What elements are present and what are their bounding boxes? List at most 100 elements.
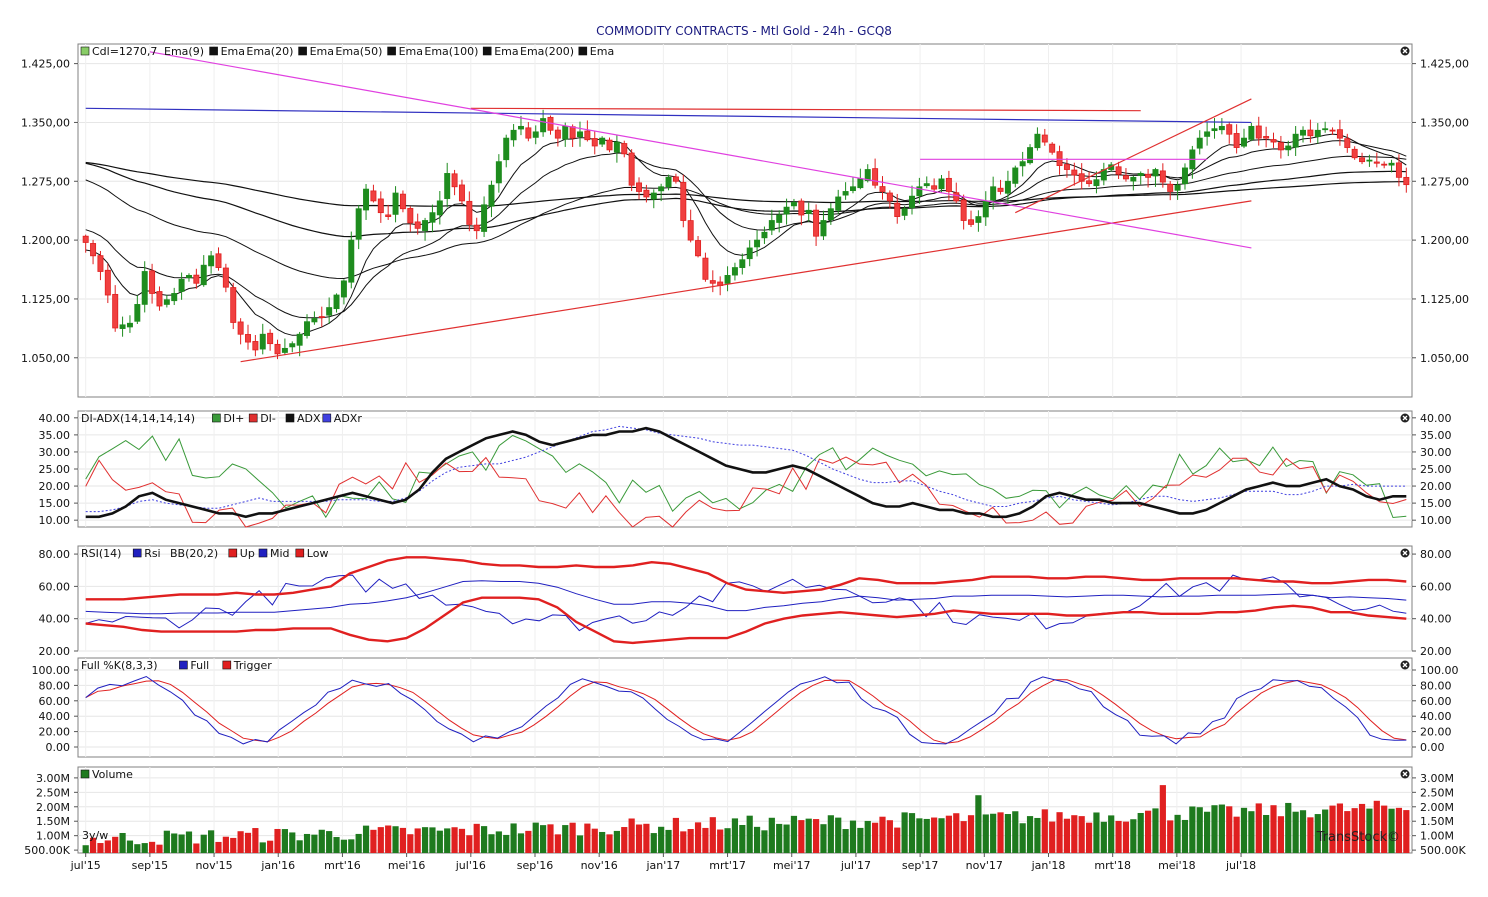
price-tick-label-left: 1.350,00 (21, 116, 70, 129)
candle-body (968, 219, 975, 225)
candle-body (1204, 131, 1211, 137)
adx-tick-label-left: 10.00 (39, 514, 71, 527)
volume-bar (746, 815, 753, 853)
candle-body (1071, 169, 1078, 176)
volume-bar (901, 812, 908, 853)
close-icon-cross (1402, 415, 1408, 421)
rsi-tick-label-right: 80.00 (1420, 548, 1452, 561)
stoch-panel: 100.00 100.00 80.00 80.00 60.00 60.00 40.00 40.… (32, 657, 1459, 758)
candle-body (495, 161, 502, 184)
stoch-legend-swatch (222, 660, 232, 670)
candle-body (451, 173, 458, 188)
candle-body (1130, 176, 1137, 182)
candle-body (1263, 136, 1270, 139)
candle-body (1041, 134, 1048, 143)
volume-bar (613, 830, 620, 853)
adx-legend-item: ADX (297, 412, 321, 425)
candle-body (267, 332, 274, 345)
candle-body (540, 118, 547, 133)
candle-body (577, 131, 583, 138)
candle-body (1004, 180, 1011, 194)
rsi-legend-swatch (258, 548, 268, 558)
candle-body (1366, 159, 1373, 162)
volume-bar (569, 822, 576, 853)
volume-bar (318, 829, 325, 853)
volume-bar (244, 832, 252, 853)
rsi-tick-label-right: 20.00 (1420, 645, 1452, 658)
price-tick-label-right: 1.125,00 (1420, 293, 1469, 306)
volume-bar (1351, 808, 1358, 853)
volume-bar (385, 825, 392, 853)
candle-body (134, 304, 141, 322)
stoch-legend-item: Full (190, 659, 209, 672)
candle-body (1292, 133, 1299, 148)
volume-tick-label-left: 1.50M (36, 815, 70, 828)
volume-tick-label-right: 2.00M (1420, 801, 1454, 814)
price-tick-label-left: 1.200,00 (21, 234, 70, 247)
price-legend-item: Ema (399, 45, 423, 58)
candle-body (436, 200, 443, 216)
candle-body (1122, 175, 1129, 180)
candle-body (1063, 164, 1070, 170)
candle-body (517, 125, 524, 130)
stoch-tick-label-left: 20.00 (39, 726, 71, 739)
candle-body (1314, 129, 1321, 138)
adx-tick-label-right: 10.00 (1420, 514, 1452, 527)
rsi-legend-swatch (132, 548, 142, 558)
rsi-tick-label-left: 20.00 (39, 645, 71, 658)
price-legend-swatch (209, 46, 218, 56)
candle-body (776, 214, 783, 223)
volume-bar (547, 824, 554, 853)
volume-bar (1240, 807, 1248, 853)
volume-bar (451, 827, 458, 853)
volume-bar (1049, 821, 1056, 853)
adx-tick-label-left: 40.00 (39, 412, 71, 425)
volume-bar (473, 823, 480, 853)
volume-bar (1204, 811, 1211, 853)
candle-body (813, 209, 820, 237)
candle-body (1395, 162, 1402, 178)
volume-bar (1211, 805, 1218, 853)
candle-body (208, 255, 215, 267)
candle-body (1329, 129, 1336, 132)
volume-bar (1329, 805, 1336, 853)
rsi-frame (77, 545, 1413, 652)
candle-body (171, 293, 178, 302)
candle-body (407, 208, 414, 224)
adx-legend-swatch (212, 413, 221, 423)
volume-bar (562, 825, 569, 853)
volume-bar (879, 816, 886, 853)
volume-bar (503, 834, 510, 853)
volume-bar (724, 828, 731, 853)
candle-body (1226, 124, 1233, 135)
candle-body (385, 214, 392, 217)
volume-bar (680, 831, 687, 853)
volume-bar (399, 827, 407, 853)
volume-tick-label-right: 1.50M (1420, 815, 1454, 828)
volume-bar (945, 815, 952, 853)
candle-body (392, 192, 399, 215)
volume-bar (532, 822, 539, 853)
volume-tick-label-left: 3.00M (36, 772, 70, 785)
volume-bar (1159, 785, 1166, 853)
candle-body (849, 186, 856, 192)
volume-bar (1255, 803, 1262, 853)
volume-bar (1078, 816, 1085, 853)
candle-body (119, 324, 126, 329)
volume-bar (1285, 802, 1292, 853)
adx-tick-label-right: 35.00 (1420, 429, 1452, 442)
x-tick-label: jul'16 (455, 859, 486, 872)
candle-body (790, 202, 797, 207)
price-tick-label-right: 1.200,00 (1420, 234, 1469, 247)
candle-body (591, 138, 598, 147)
candle-body (857, 178, 864, 189)
candle-body (975, 216, 982, 223)
candle-body (414, 221, 421, 229)
volume-bar (1270, 805, 1277, 853)
adx-tick-label-left: 20.00 (39, 480, 71, 493)
candle-body (680, 181, 687, 221)
close-icon-cross (1402, 662, 1408, 668)
x-tick-label: jan'16 (260, 859, 295, 872)
volume-tick-label-left: 2.00M (36, 801, 70, 814)
candle-body (990, 186, 997, 201)
